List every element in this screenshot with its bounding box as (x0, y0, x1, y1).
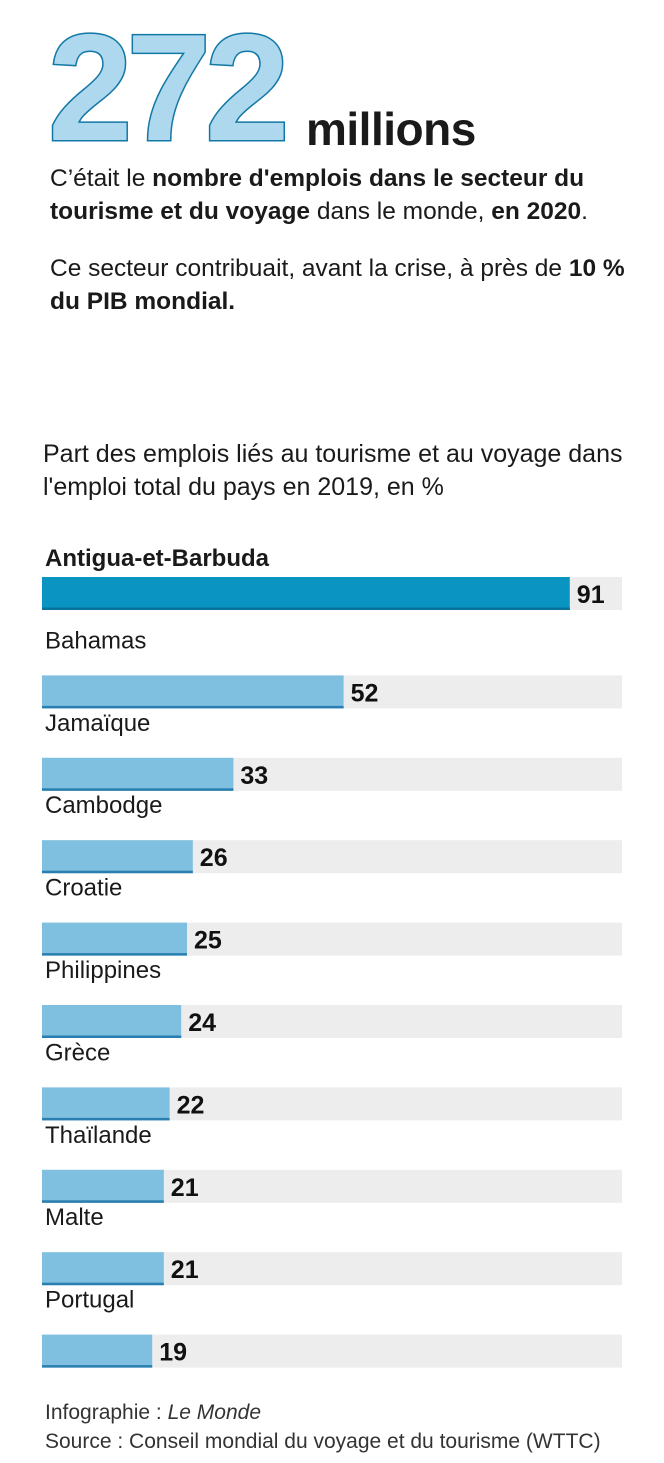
intro-text-1e: . (581, 198, 588, 225)
intro-text-1c: dans le monde, (310, 198, 492, 225)
bar (42, 840, 193, 874)
intro-text-1d: en 2020 (491, 198, 582, 225)
value-label: 24 (188, 1009, 216, 1037)
category-label: Portugal (45, 1287, 134, 1314)
intro-text-1a: C’était le (50, 165, 153, 192)
value-label: 25 (194, 927, 222, 955)
intro-paragraph-1: C’était le nombre d'emplois dans le sect… (50, 162, 640, 228)
value-label: 52 (351, 679, 379, 707)
value-label: 26 (200, 844, 228, 872)
bar (42, 1252, 164, 1286)
category-label: Bahamas (45, 627, 146, 654)
bar (42, 757, 234, 791)
category-label: Croatie (45, 875, 122, 902)
bar (42, 922, 187, 956)
category-label: Malte (45, 1204, 104, 1231)
bar (42, 1005, 182, 1038)
intro-text-1b: nombre d'emplois dans le secteur du tour… (50, 165, 585, 225)
bar-baseline (42, 953, 187, 956)
value-label: 21 (171, 1256, 199, 1284)
value-label: 91 (577, 581, 605, 609)
value-label: 33 (240, 762, 268, 790)
bar (42, 1169, 164, 1203)
chart-title: Part des emplois liés au tourisme et au … (43, 440, 623, 501)
category-label: Cambodge (45, 792, 162, 819)
bar-baseline (42, 1200, 164, 1203)
bar-baseline (42, 870, 193, 874)
intro-text-2b: 10 % du PIB mondial. (50, 255, 625, 315)
bar-baseline (42, 788, 234, 791)
bar (42, 577, 570, 610)
headline-unit: millions (306, 103, 476, 155)
source-line: Source : Conseil mondial du voyage et du… (45, 1430, 601, 1453)
bar-baseline (42, 1035, 182, 1038)
category-label: Thaïlande (45, 1122, 152, 1149)
bar-baseline (42, 607, 570, 610)
headline-number-text: 272 (48, 22, 284, 152)
credit-name: Le Monde (167, 1401, 261, 1424)
intro-text-2a: Ce secteur contribuait, avant la crise, … (50, 255, 569, 282)
value-label: 21 (171, 1174, 199, 1202)
bar-baseline (42, 1117, 170, 1121)
intro-text: C’était le nombre d'emplois dans le sect… (50, 162, 640, 318)
bar-baseline (42, 1282, 164, 1286)
category-label: Philippines (45, 957, 161, 984)
category-label: Grèce (45, 1039, 110, 1066)
bar-baseline (42, 705, 344, 709)
bar (42, 675, 344, 709)
headline-number: 272 (47, 22, 292, 152)
credit-line: Infographie : Le Monde (45, 1398, 601, 1427)
credit-label: Infographie : (45, 1401, 168, 1424)
category-label: Antigua-et-Barbuda (45, 545, 270, 572)
value-label: 19 (159, 1339, 187, 1367)
footer: Infographie : Le Monde Source : Conseil … (45, 1398, 601, 1456)
intro-paragraph-2: Ce secteur contribuait, avant la crise, … (50, 252, 640, 318)
value-label: 22 (177, 1091, 205, 1119)
bar-baseline (42, 1365, 153, 1368)
bar (42, 1334, 153, 1368)
category-label: Jamaïque (45, 710, 150, 737)
bar (42, 1087, 170, 1121)
